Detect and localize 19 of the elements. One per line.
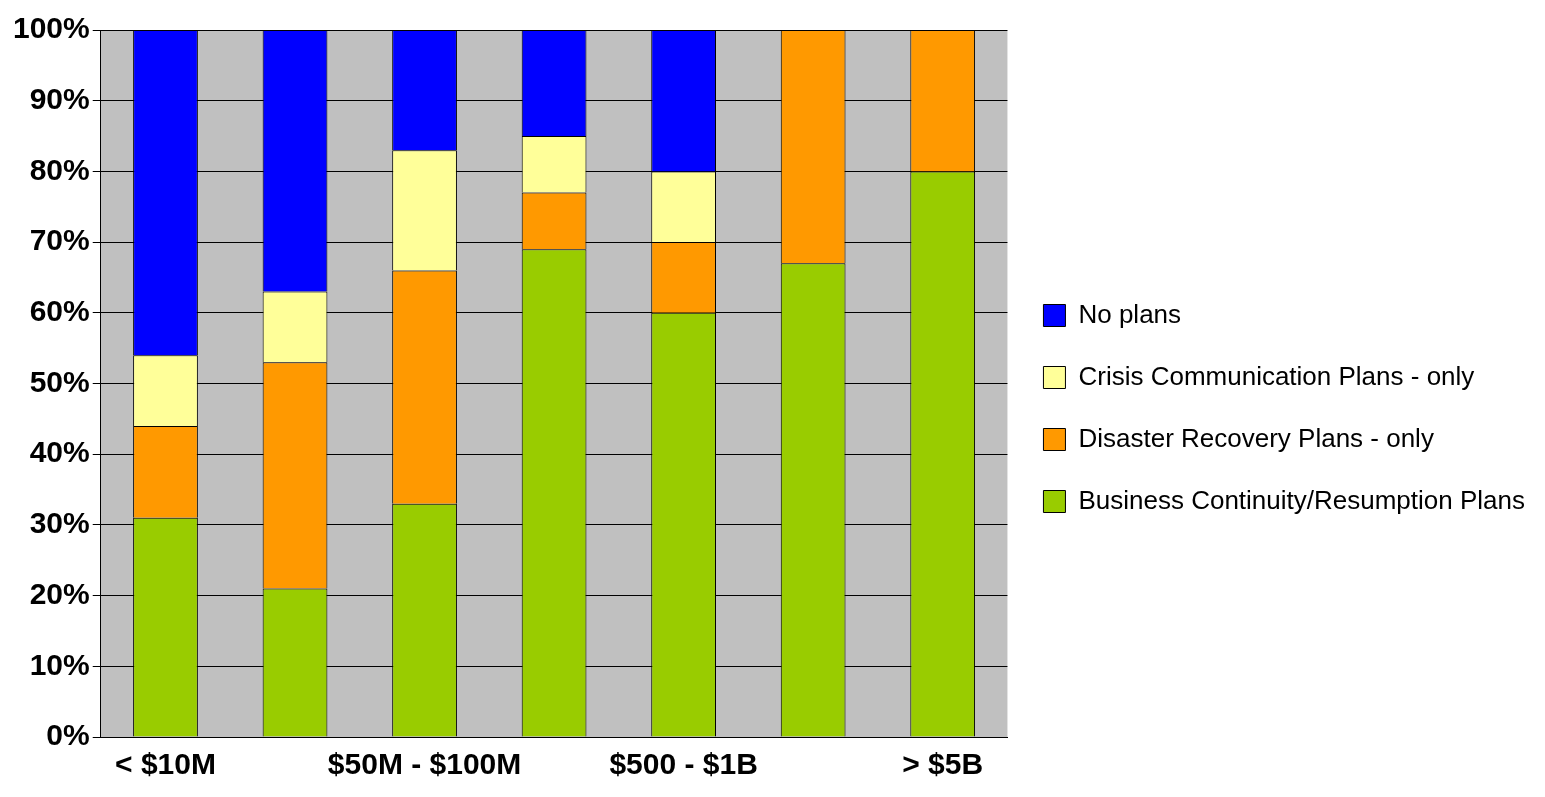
x-tick-label: $500 - $1B [609, 747, 758, 781]
x-tick-label: > $5B [902, 747, 984, 781]
legend-label: No plans [1078, 298, 1182, 329]
legend-label: Crisis Communication Plans - only [1078, 360, 1475, 391]
y-tick-label: 60% [29, 294, 90, 328]
y-tick-label: 20% [29, 576, 90, 610]
x-tick-label: $50M - $100M [327, 747, 522, 781]
y-tick-label: 70% [29, 223, 90, 257]
y-tick-label: 50% [29, 364, 90, 398]
x-tick-label: < $10M [115, 747, 216, 781]
y-tick-label: 100% [12, 11, 90, 45]
legend-label: Business Continuity/Resumption Plans [1078, 484, 1525, 515]
legend-label: Disaster Recovery Plans - only [1078, 422, 1434, 453]
y-tick-label: 30% [29, 506, 90, 540]
y-tick-label: 40% [29, 435, 90, 469]
y-tick-label: 10% [29, 647, 90, 681]
y-tick-label: 0% [46, 718, 90, 752]
y-tick-label: 80% [29, 152, 90, 186]
y-tick-label: 90% [29, 81, 90, 115]
